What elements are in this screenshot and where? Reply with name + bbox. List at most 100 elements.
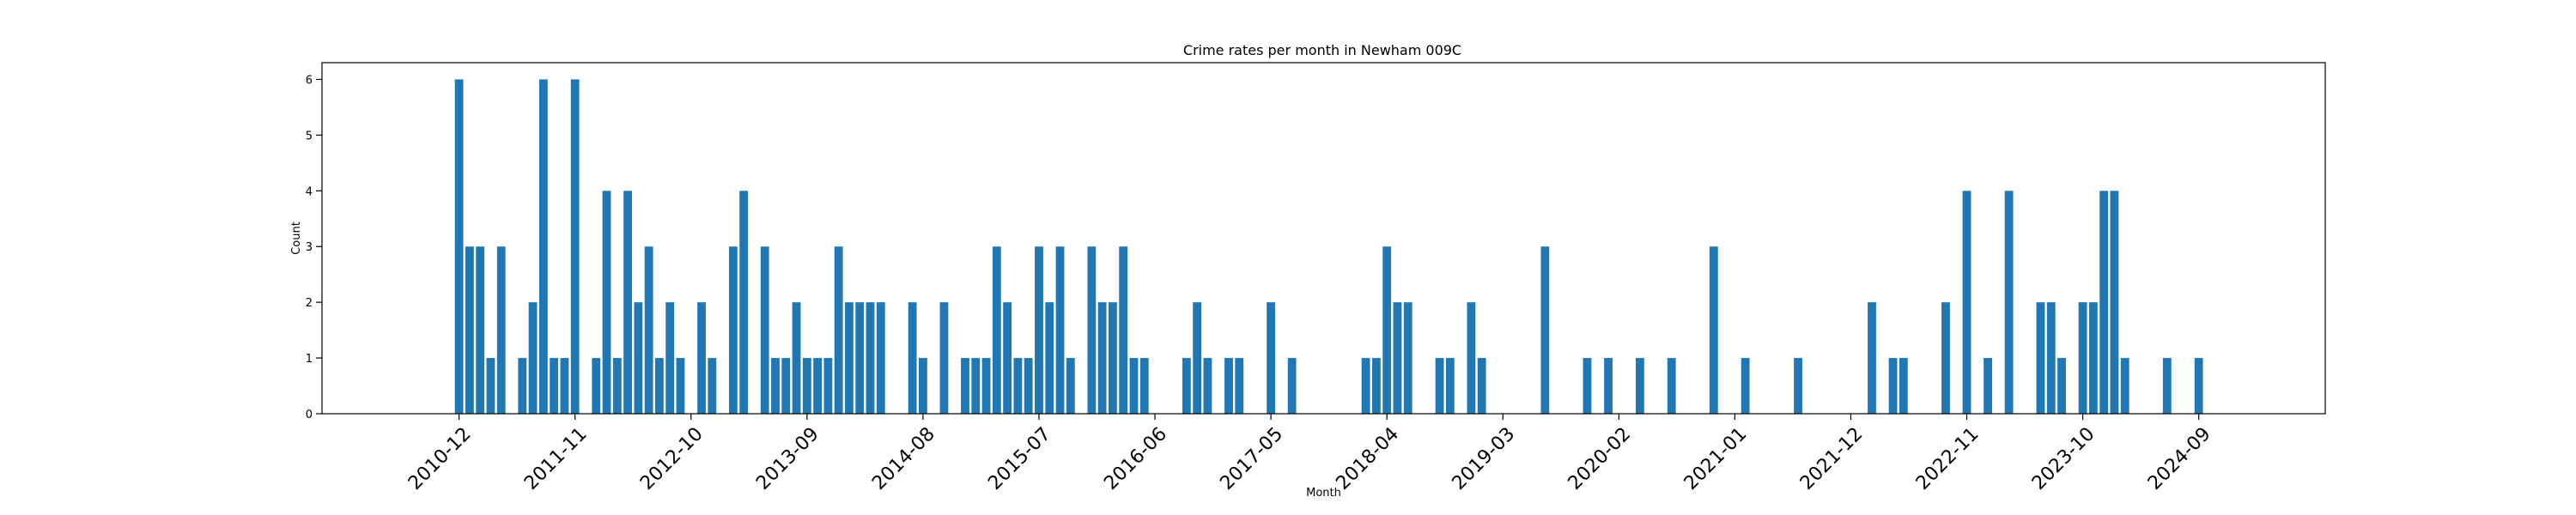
bar-2019-01 — [1477, 358, 1486, 414]
bar-2012-01 — [592, 358, 601, 414]
bar-2023-01 — [1984, 358, 1992, 414]
bar-2011-06 — [518, 358, 527, 414]
x-tick-label: 2015-07 — [984, 423, 1055, 494]
x-tick-label: 2010-12 — [404, 423, 476, 494]
plot-frame — [321, 62, 2326, 415]
x-tick-label: 2021-01 — [1680, 423, 1752, 494]
x-tick-label: 2021-12 — [1796, 423, 1868, 494]
bar-2022-05 — [1899, 358, 1908, 414]
bar-2011-08 — [538, 79, 548, 414]
x-tick-label: 2023-10 — [2028, 423, 2099, 494]
y-tick-label: 4 — [306, 185, 313, 198]
y-tick-label: 3 — [306, 241, 313, 254]
bar-2014-03 — [866, 302, 875, 414]
bar-2020-01 — [1604, 358, 1613, 414]
bar-2023-03 — [2004, 191, 2014, 414]
bar-2012-06 — [644, 246, 653, 414]
bar-2018-03 — [1371, 358, 1381, 414]
bar-2022-11 — [1962, 191, 1971, 414]
bar-2014-04 — [876, 302, 885, 414]
bar-2016-01 — [1097, 302, 1107, 414]
bar-2013-05 — [760, 246, 769, 414]
bar-2013-12 — [834, 246, 843, 414]
bar-2017-02 — [1235, 358, 1244, 414]
bar-2023-12 — [2099, 191, 2109, 414]
bar-2020-07 — [1667, 358, 1676, 414]
bar-2014-07 — [908, 302, 917, 414]
bar-2014-02 — [855, 302, 865, 414]
bar-2011-10 — [560, 358, 569, 414]
chart-title: Crime rates per month in Newham 009C — [1183, 42, 1461, 58]
x-tick-label: 2022-11 — [1912, 423, 1984, 494]
x-tick-label: 2011-11 — [520, 423, 592, 494]
bar-2015-09 — [1055, 246, 1065, 414]
bar-2015-03 — [992, 246, 1001, 414]
bar-2022-02 — [1868, 302, 1876, 414]
bar-2011-07 — [528, 302, 538, 414]
bar-2014-10 — [939, 302, 949, 414]
bar-2022-04 — [1888, 358, 1898, 414]
bar-2019-11 — [1583, 358, 1592, 414]
bar-2024-01 — [2110, 191, 2119, 414]
y-axis: 0 1 2 3 4 5 6 — [306, 74, 322, 421]
bar-2016-05 — [1139, 358, 1149, 414]
bar-2018-09 — [1435, 358, 1444, 414]
bar-2011-01 — [465, 246, 474, 414]
bar-2013-02 — [728, 246, 738, 414]
bar-2012-03 — [612, 358, 622, 414]
bar-2015-06 — [1024, 358, 1033, 414]
x-tick-label: 2020-02 — [1564, 423, 1636, 494]
bar-2014-12 — [961, 358, 969, 414]
bar-2018-04 — [1382, 246, 1392, 414]
bar-2015-02 — [981, 358, 991, 414]
bar-2018-05 — [1393, 302, 1402, 414]
x-tick-label: 2012-10 — [636, 423, 708, 494]
bar-2023-08 — [2057, 358, 2066, 414]
bar-2013-09 — [802, 358, 811, 414]
bar-2016-03 — [1119, 246, 1128, 414]
bar-2024-09 — [2194, 358, 2203, 414]
bar-2014-01 — [845, 302, 854, 414]
bar-2012-07 — [655, 358, 664, 414]
bar-2013-03 — [739, 191, 749, 414]
bar-2022-09 — [1941, 302, 1950, 414]
bar-2024-06 — [2162, 358, 2172, 414]
bar-2016-11 — [1203, 358, 1212, 414]
bar-2011-02 — [476, 246, 485, 414]
bar-2016-09 — [1182, 358, 1191, 414]
bar-2012-08 — [665, 302, 675, 414]
bar-2012-04 — [623, 191, 632, 414]
x-tick-label: 2014-08 — [868, 423, 939, 494]
bar-2012-05 — [634, 302, 643, 414]
bar-2018-10 — [1445, 358, 1455, 414]
bar-2013-07 — [781, 358, 791, 414]
bar-2018-12 — [1467, 302, 1476, 414]
x-axis: 2010-12 2011-11 2012-10 2013-09 2014-08 2015-… — [404, 414, 2215, 494]
bar-2017-01 — [1224, 358, 1233, 414]
bar-2012-11 — [697, 302, 706, 414]
bar-2023-11 — [2088, 302, 2098, 414]
bars-group — [454, 79, 2203, 414]
y-tick-label: 6 — [306, 74, 313, 87]
x-tick-label: 2024-09 — [2144, 423, 2215, 494]
bar-2013-11 — [823, 358, 833, 414]
bar-2014-08 — [918, 358, 927, 414]
bar-2023-10 — [2078, 302, 2087, 414]
bar-2015-07 — [1035, 246, 1043, 414]
x-tick-label: 2013-09 — [752, 423, 823, 494]
bar-2013-10 — [813, 358, 823, 414]
bar-2013-06 — [771, 358, 780, 414]
bar-2015-05 — [1013, 358, 1023, 414]
bar-2010-12 — [454, 79, 464, 414]
bar-2015-12 — [1087, 246, 1097, 414]
bar-2021-07 — [1794, 358, 1802, 414]
y-tick-label: 5 — [306, 130, 313, 142]
y-tick-label: 0 — [306, 409, 313, 421]
bar-2012-02 — [602, 191, 611, 414]
bar-2018-06 — [1403, 302, 1413, 414]
y-tick-label: 1 — [306, 353, 313, 366]
bar-2011-09 — [550, 358, 559, 414]
bar-2012-09 — [676, 358, 685, 414]
bar-2011-11 — [570, 79, 580, 414]
bar-2023-06 — [2036, 302, 2045, 414]
